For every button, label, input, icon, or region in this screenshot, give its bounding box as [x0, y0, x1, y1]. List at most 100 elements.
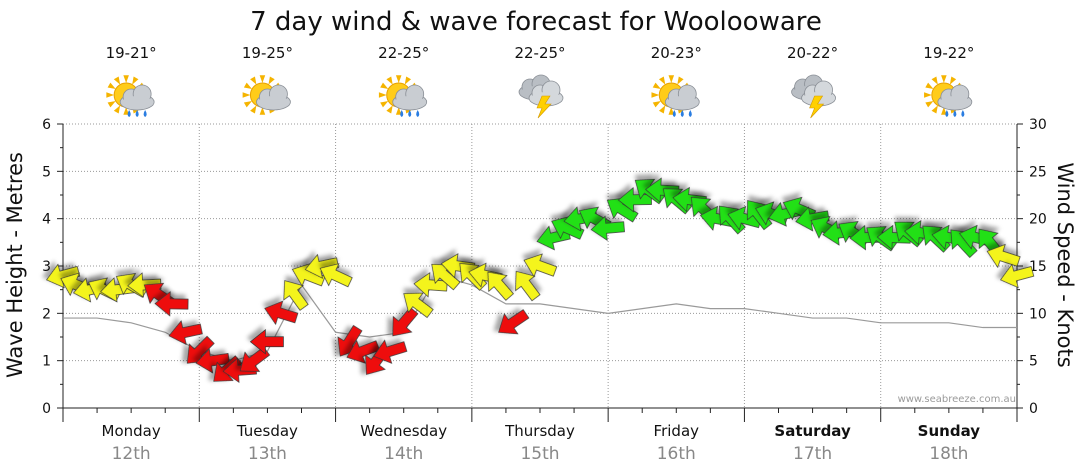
y2-tick-label: 0 [1029, 401, 1038, 417]
sun-ray [925, 101, 934, 108]
sun-ray [668, 107, 675, 115]
rain-drop [688, 110, 692, 117]
sun-ray [243, 82, 253, 89]
sun-ray [380, 101, 389, 108]
rain-drop [945, 110, 949, 117]
sun-ray [386, 105, 393, 114]
wind-arrow [168, 320, 203, 346]
lightning-bolt [536, 95, 552, 119]
sun-ray [395, 75, 402, 83]
sun-ray [668, 75, 675, 83]
wind-arrow [195, 348, 230, 374]
wind-arrow [154, 291, 189, 317]
temperature-label: 19-22° [923, 44, 974, 62]
date-label: 16th [657, 444, 696, 464]
sun-ray [949, 76, 957, 85]
sun-ray [250, 76, 257, 85]
sun-cloud-icon [242, 75, 291, 115]
day-label: Friday [654, 422, 700, 440]
sun-ray [924, 92, 932, 98]
y-tick-label: 3 [42, 259, 51, 275]
wind-arrow [373, 339, 408, 364]
wind-arrow [1000, 263, 1035, 289]
sun-ray [259, 107, 266, 115]
rain-drop [408, 110, 412, 117]
daily-header: 19-21° 19-25° 22-25° 22-25° 20-23° 20-22° 19-2… [106, 44, 974, 119]
day-label: Thursday [504, 422, 575, 440]
lightning-bolt [809, 95, 825, 119]
sun-ray [380, 82, 389, 89]
date-label: 15th [520, 444, 559, 464]
rain-drop [135, 110, 139, 117]
wind-arrow [523, 253, 558, 278]
date-label: 14th [384, 444, 423, 464]
cloud-fill [394, 96, 425, 108]
wind-arrow [986, 243, 1021, 269]
y2-tick-label: 25 [1029, 164, 1047, 180]
wind-arrow [551, 215, 585, 240]
sun-ray [941, 75, 947, 83]
sun-cloud-rain-icon [378, 75, 428, 117]
storm-cloud-icon [791, 74, 836, 119]
sun-cloud-rain-icon [651, 75, 700, 117]
sun-ray [931, 105, 938, 114]
date-label: 12th [112, 444, 151, 464]
date-label: 13th [248, 444, 287, 464]
temperature-label: 20-23° [651, 44, 702, 62]
sun-ray [250, 105, 257, 114]
wind-arrow [795, 206, 830, 232]
sun-ray [651, 92, 660, 98]
sun-ray [652, 82, 661, 89]
rain-drop [143, 110, 147, 117]
sun-ray [658, 105, 666, 114]
y-tick-label: 4 [42, 212, 51, 228]
sun-cloud-rain-icon [924, 75, 973, 117]
sun-ray [404, 76, 412, 85]
cloud-fill [122, 96, 153, 108]
wind-arrow [431, 263, 461, 291]
wind-arrow [487, 271, 514, 301]
sun-cloud-rain-icon [106, 75, 155, 117]
wind-arrow [249, 329, 284, 355]
y2-tick-label: 20 [1029, 212, 1047, 228]
sun-ray [677, 76, 684, 85]
axes: 0 1 2 3 4 5 6 0 5 10 15 20 25 30 [42, 117, 1047, 422]
wind-arrow [950, 229, 978, 258]
sun-ray [259, 75, 266, 83]
sun-ray [242, 92, 251, 98]
credit-label: www.seabreeze.com.au [898, 394, 1016, 405]
wind-arrow [319, 263, 353, 288]
rain-drop [672, 110, 676, 117]
rain-drop [961, 110, 965, 117]
wind-arrow [590, 215, 625, 241]
sun-ray [132, 76, 139, 85]
storm-cloud-icon [518, 74, 564, 119]
sun-ray [106, 92, 115, 98]
temperature-label: 22-25° [514, 44, 565, 62]
y-tick-label: 6 [42, 117, 51, 133]
y-tick-label: 1 [42, 354, 51, 370]
sun-ray [925, 82, 934, 89]
cloud-fill [939, 96, 970, 108]
wind-speed-series [46, 177, 1035, 383]
sun-ray [941, 107, 947, 115]
y-tick-label: 2 [42, 306, 51, 322]
rain-drop [127, 110, 131, 117]
sun-ray [386, 76, 393, 85]
sun-ray [123, 107, 129, 115]
rain-drop [680, 110, 684, 117]
day-label: Monday [102, 422, 161, 440]
rain-drop [400, 110, 404, 117]
y2-tick-label: 5 [1029, 354, 1038, 370]
temperature-label: 19-25° [242, 44, 293, 62]
y2-tick-label: 15 [1029, 259, 1047, 275]
y-tick-label: 5 [42, 164, 51, 180]
wind-arrow [645, 177, 680, 203]
cloud-fill [667, 96, 698, 108]
sun-ray [107, 101, 116, 108]
temperature-label: 22-25° [378, 44, 429, 62]
chart-title: 7 day wind & wave forecast for Wooloowar… [250, 7, 822, 37]
day-label: Saturday [774, 422, 851, 440]
day-label: Wednesday [360, 422, 447, 440]
